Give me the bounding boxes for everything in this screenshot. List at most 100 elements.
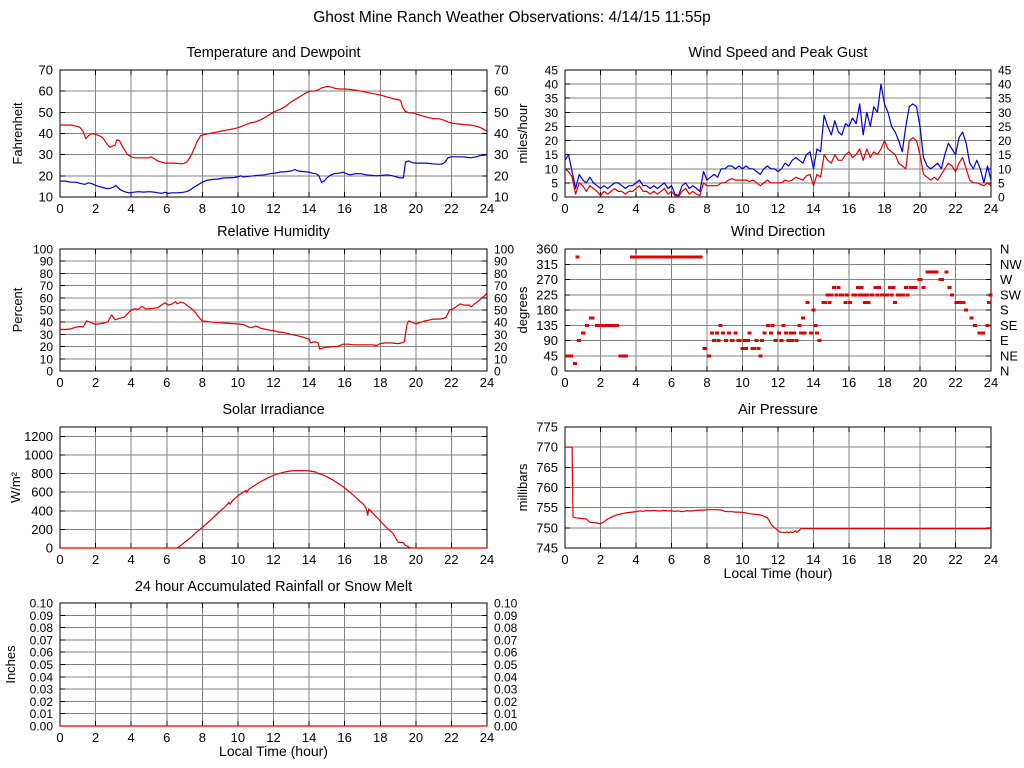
x-tick-label: 22 bbox=[444, 375, 458, 390]
y-tick-label-right: 0 bbox=[998, 191, 1005, 205]
x-tick-label: 20 bbox=[409, 375, 423, 390]
y-tick-label-right: 20 bbox=[494, 168, 508, 183]
x-tick-label: 2 bbox=[597, 201, 604, 216]
x-tick-label: 18 bbox=[877, 375, 891, 390]
x-tick-label: 14 bbox=[302, 375, 316, 390]
compass-label: N bbox=[1000, 242, 1009, 257]
y-tick-label-right: 45 bbox=[998, 64, 1012, 78]
y-tick-label-right: 70 bbox=[494, 279, 508, 293]
x-tick-label: 20 bbox=[913, 552, 927, 567]
air-pressure-line bbox=[565, 446, 991, 534]
y-tick-label-right: 60 bbox=[494, 84, 508, 99]
x-tick-label: 6 bbox=[163, 730, 170, 745]
solar-irradiance-line bbox=[60, 469, 487, 549]
x-tick-label: 8 bbox=[703, 375, 710, 390]
y-tick-label: 35 bbox=[545, 92, 559, 106]
x-tick-label: 24 bbox=[480, 552, 494, 567]
y-tick-label: 25 bbox=[545, 120, 559, 134]
compass-label: N bbox=[1000, 364, 1009, 379]
x-tick-label: 6 bbox=[668, 375, 675, 390]
x-tick-label: 24 bbox=[480, 375, 494, 390]
x-tick-label: 2 bbox=[92, 552, 99, 567]
x-tick-label: 0 bbox=[561, 552, 568, 567]
compass-label: NE bbox=[1000, 348, 1018, 363]
chart-title: Solar Irradiance bbox=[222, 402, 324, 418]
y-tick-label: 10 bbox=[545, 162, 559, 176]
y-tick-label: 315 bbox=[536, 257, 558, 272]
y-tick-label: 0.10 bbox=[30, 597, 54, 611]
y-tick-label: 765 bbox=[536, 460, 558, 475]
x-tick-label: 22 bbox=[444, 730, 458, 745]
y-tick-label-right: 25 bbox=[998, 120, 1012, 134]
x-tick-label: 10 bbox=[735, 375, 749, 390]
compass-label: W bbox=[1000, 272, 1013, 287]
x-tick-label: 22 bbox=[948, 201, 962, 216]
x-tick-label: 20 bbox=[913, 201, 927, 216]
y-tick-label-right: 70 bbox=[494, 63, 508, 78]
y-tick-label-right: 80 bbox=[494, 267, 508, 281]
y-tick-label-right: 5 bbox=[998, 176, 1005, 190]
x-tick-label: 14 bbox=[806, 375, 820, 390]
y-tick-label-right: 0.01 bbox=[494, 707, 518, 721]
chart-title: Temperature and Dewpoint bbox=[186, 45, 360, 61]
x-tick-label: 24 bbox=[984, 201, 998, 216]
y-tick-label-right: 60 bbox=[494, 291, 508, 305]
x-tick-label: 4 bbox=[128, 375, 135, 390]
y-tick-label: 0.06 bbox=[30, 646, 54, 660]
x-tick-label: 16 bbox=[337, 201, 351, 216]
y-tick-label: 270 bbox=[536, 272, 558, 287]
x-tick-label: 8 bbox=[703, 552, 710, 567]
x-tick-label: 2 bbox=[92, 201, 99, 216]
y-tick-label: 5 bbox=[551, 176, 558, 190]
y-tick-label-right: 0.00 bbox=[494, 720, 518, 734]
x-tick-label: 14 bbox=[806, 552, 820, 567]
y-tick-label-right: 15 bbox=[998, 148, 1012, 162]
x-tick-label: 8 bbox=[199, 201, 206, 216]
y-tick-label: 70 bbox=[39, 63, 53, 78]
y-tick-label: 50 bbox=[39, 105, 53, 120]
compass-label: SW bbox=[1000, 287, 1022, 302]
y-tick-label: 20 bbox=[545, 134, 559, 148]
x-tick-label: 12 bbox=[266, 201, 280, 216]
y-tick-label: 770 bbox=[536, 440, 558, 455]
y-tick-label-right: 0.05 bbox=[494, 658, 518, 672]
y-axis-label: millibars bbox=[515, 463, 530, 511]
y-tick-label: 45 bbox=[545, 64, 559, 78]
y-tick-label: 0.01 bbox=[30, 707, 54, 721]
x-tick-label: 22 bbox=[948, 552, 962, 567]
x-tick-label: 24 bbox=[480, 730, 494, 745]
x-tick-label: 10 bbox=[231, 201, 245, 216]
y-tick-label: 760 bbox=[536, 480, 558, 495]
x-tick-label: 18 bbox=[373, 552, 387, 567]
y-tick-label: 0.02 bbox=[30, 695, 54, 709]
y-axis-label: Percent bbox=[10, 287, 25, 332]
x-tick-label: 20 bbox=[409, 552, 423, 567]
peak-gust-line bbox=[564, 83, 992, 197]
x-tick-label: 22 bbox=[444, 201, 458, 216]
y-axis-label: miles/hour bbox=[515, 103, 530, 164]
x-tick-label: 24 bbox=[984, 552, 998, 567]
x-tick-label: 18 bbox=[373, 730, 387, 745]
x-tick-label: 16 bbox=[842, 552, 856, 567]
x-tick-label: 16 bbox=[842, 375, 856, 390]
y-tick-label: 80 bbox=[40, 267, 54, 281]
y-tick-label: 775 bbox=[536, 420, 558, 435]
chart-title: Wind Speed and Peak Gust bbox=[689, 45, 868, 61]
y-tick-label: 60 bbox=[39, 84, 53, 99]
y-tick-label: 30 bbox=[40, 328, 54, 342]
x-tick-label: 0 bbox=[56, 375, 63, 390]
y-tick-label-right: 10 bbox=[998, 162, 1012, 176]
y-axis-label: Inches bbox=[3, 645, 18, 684]
temperature-line bbox=[60, 85, 488, 165]
y-tick-label: 15 bbox=[545, 148, 559, 162]
y-tick-label: 0 bbox=[551, 364, 558, 379]
x-tick-label: 24 bbox=[984, 375, 998, 390]
y-tick-label-right: 0 bbox=[494, 365, 501, 379]
y-tick-label: 45 bbox=[544, 348, 558, 363]
x-tick-label: 20 bbox=[913, 375, 927, 390]
compass-label: E bbox=[1000, 333, 1009, 348]
y-tick-label: 30 bbox=[545, 106, 559, 120]
y-tick-label-right: 50 bbox=[494, 304, 508, 318]
